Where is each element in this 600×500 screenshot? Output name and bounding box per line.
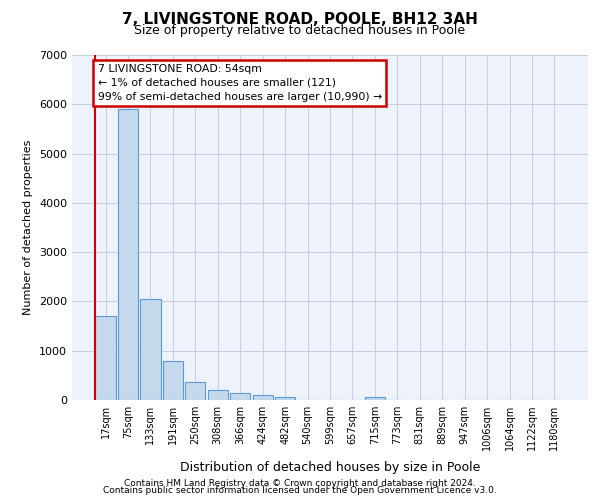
Bar <box>365 398 385 400</box>
Bar <box>208 390 228 400</box>
Text: 7 LIVINGSTONE ROAD: 54sqm
← 1% of detached houses are smaller (121)
99% of semi-: 7 LIVINGSTONE ROAD: 54sqm ← 1% of detach… <box>98 64 382 102</box>
Text: Size of property relative to detached houses in Poole: Size of property relative to detached ho… <box>134 24 466 37</box>
Bar <box>185 382 205 400</box>
Bar <box>118 109 138 400</box>
Text: Contains HM Land Registry data © Crown copyright and database right 2024.: Contains HM Land Registry data © Crown c… <box>124 478 476 488</box>
X-axis label: Distribution of detached houses by size in Poole: Distribution of detached houses by size … <box>180 462 480 474</box>
Text: Contains public sector information licensed under the Open Government Licence v3: Contains public sector information licen… <box>103 486 497 495</box>
Bar <box>163 360 183 400</box>
Bar <box>95 316 116 400</box>
Bar <box>230 393 250 400</box>
Text: 7, LIVINGSTONE ROAD, POOLE, BH12 3AH: 7, LIVINGSTONE ROAD, POOLE, BH12 3AH <box>122 12 478 28</box>
Bar <box>275 397 295 400</box>
Bar <box>253 396 273 400</box>
Bar <box>140 299 161 400</box>
Y-axis label: Number of detached properties: Number of detached properties <box>23 140 34 315</box>
